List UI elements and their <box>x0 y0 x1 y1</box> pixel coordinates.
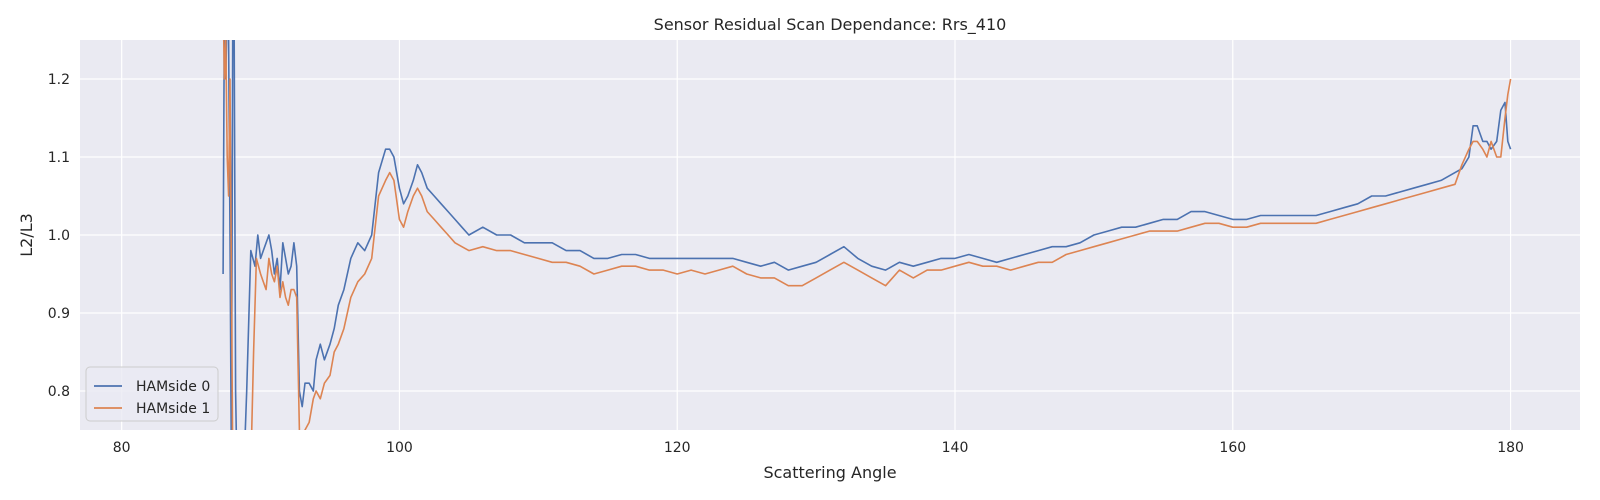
y-tick-label: 1.2 <box>48 72 70 88</box>
x-tick-label: 140 <box>942 440 969 456</box>
grid <box>80 40 1580 430</box>
x-tick-label: 160 <box>1219 440 1246 456</box>
x-tick-label: 120 <box>664 440 691 456</box>
series-group <box>222 40 1512 430</box>
series-line-hamside-1 <box>222 40 1512 430</box>
y-tick-label: 0.9 <box>48 306 70 322</box>
y-axis-label: L2/L3 <box>17 213 36 257</box>
x-tick-label: 80 <box>113 440 131 456</box>
y-tick-label: 1.1 <box>48 150 70 166</box>
legend-label-hamside-0: HAMside 0 <box>136 379 210 395</box>
legend-label-hamside-1: HAMside 1 <box>136 401 210 417</box>
tick-labels: 80 100 120 140 160 180 0.8 0.9 1.0 1.1 1.2 <box>48 72 1524 456</box>
chart-title: Sensor Residual Scan Dependance: Rrs_410 <box>654 15 1007 35</box>
x-tick-label: 180 <box>1497 440 1524 456</box>
x-tick-label: 100 <box>386 440 413 456</box>
x-axis-label: Scattering Angle <box>763 463 896 482</box>
y-tick-label: 1.0 <box>48 228 70 244</box>
y-tick-label: 0.8 <box>48 384 70 400</box>
legend: HAMside 0 HAMside 1 <box>85 366 219 422</box>
